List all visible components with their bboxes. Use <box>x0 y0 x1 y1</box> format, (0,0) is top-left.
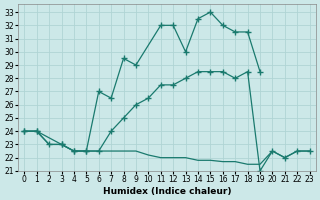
X-axis label: Humidex (Indice chaleur): Humidex (Indice chaleur) <box>103 187 231 196</box>
